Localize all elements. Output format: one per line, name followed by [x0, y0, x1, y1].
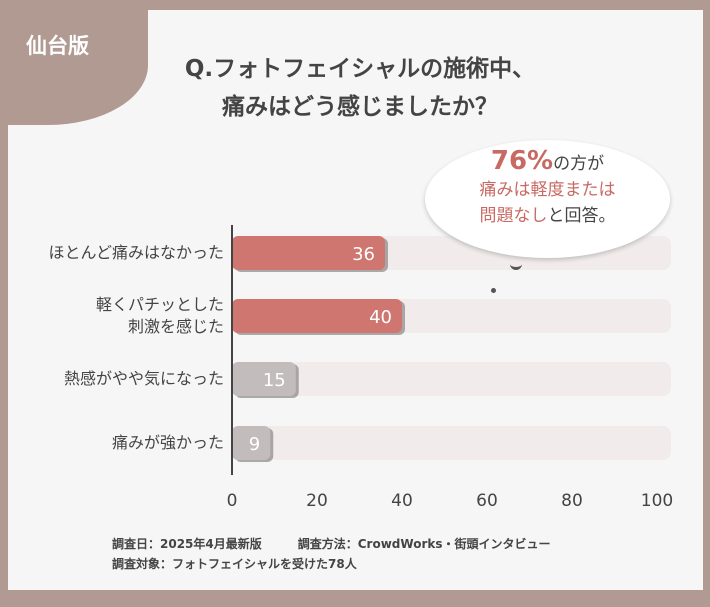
x-tick-label: 80: [561, 491, 583, 511]
data-label: 36: [352, 244, 375, 265]
bar: [232, 236, 385, 270]
callout-bubble: 76%の方が 痛みは軽度または 問題なしと回答。: [425, 140, 670, 258]
x-tick-label: 0: [227, 491, 238, 511]
x-tick-label: 60: [476, 491, 498, 511]
data-label: 15: [263, 370, 286, 391]
bar-track: [232, 362, 671, 396]
survey-notes: 調査日：2025年4月最新版 調査方法：CrowdWorks・街頭インタビュー 調…: [112, 537, 551, 571]
bar: [232, 362, 296, 396]
x-tick-label: 100: [641, 491, 673, 511]
data-label: 40: [369, 307, 392, 328]
category-label: 痛みが強かった: [111, 433, 224, 452]
category-label: 熱感がやや気になった: [63, 369, 224, 388]
bubble-dot: [491, 288, 496, 293]
bubble-tail: [510, 262, 522, 270]
bar-track: [232, 426, 671, 460]
category-label: 軽くパチッとした 刺激を感じた: [95, 295, 224, 336]
category-label: ほとんど痛みはなかった: [48, 243, 224, 262]
bar: [232, 426, 271, 460]
x-tick-label: 40: [391, 491, 413, 511]
bar: [232, 299, 402, 333]
data-label: 9: [249, 434, 260, 455]
chart-title: Q.フォトフェイシャルの施術中、 痛みはどう感じましたか？: [184, 56, 536, 120]
callout-percent: 76%: [490, 146, 554, 176]
x-tick-label: 20: [306, 491, 328, 511]
